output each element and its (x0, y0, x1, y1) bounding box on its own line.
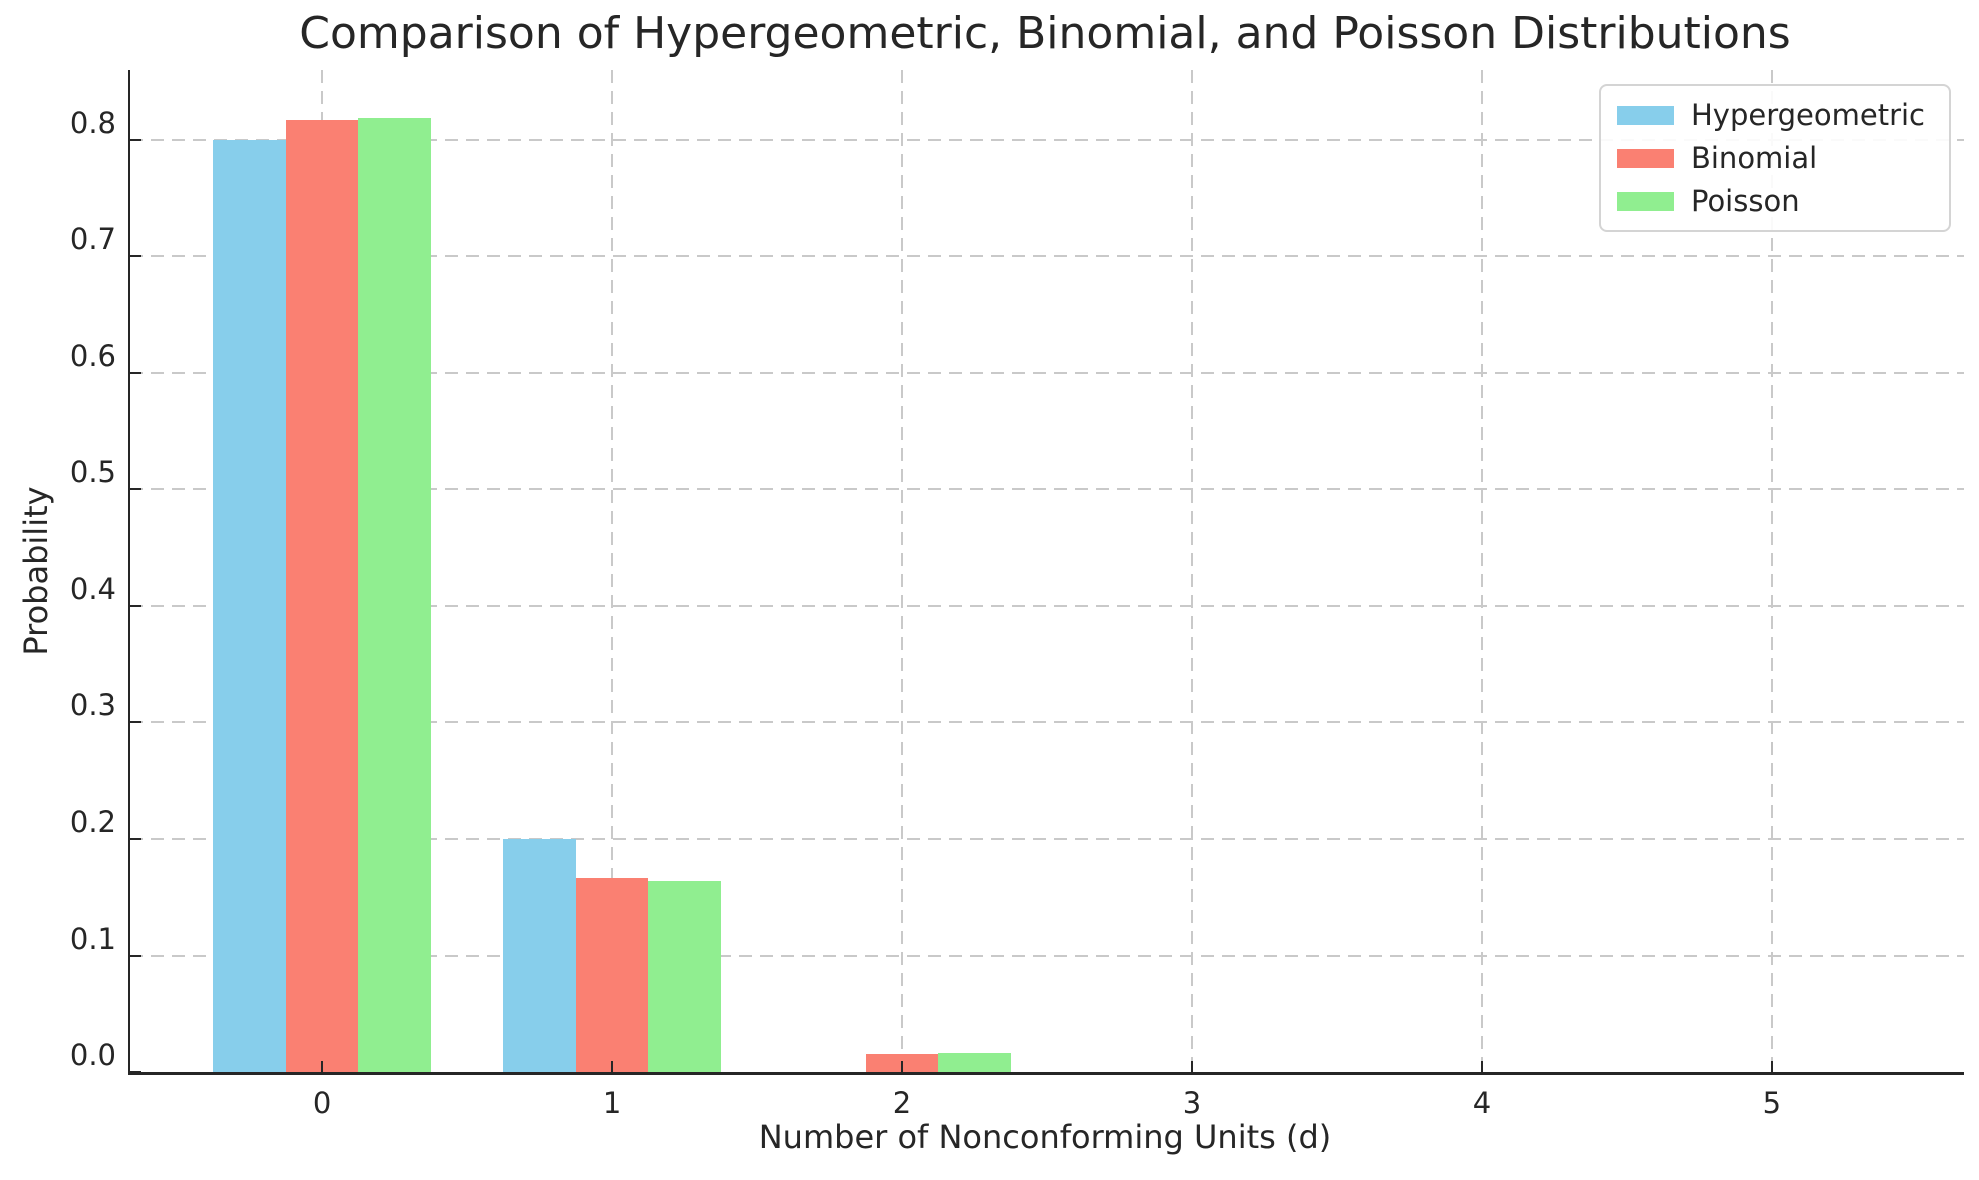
plot-area: 0 1 2 3 4 5 0.0 0.1 0.2 0.3 0.4 0.5 0.6 0.7 0.8 Hyperge… (70, 70, 1964, 1120)
x-tick-3 (1190, 1061, 1193, 1072)
x-tick-4 (1480, 1061, 1483, 1072)
v-gridline-1 (611, 70, 614, 1072)
y-tick-label-0.6: 0.6 (69, 338, 116, 373)
y-tick-0.8 (130, 138, 141, 141)
y-tick-label-0.8: 0.8 (69, 105, 116, 140)
y-tick-0.4 (130, 604, 141, 607)
x-tick-label-1: 1 (602, 1086, 622, 1120)
x-tick-label-0: 0 (312, 1086, 332, 1120)
legend-item-hypergeometric: Hypergeometric (1616, 98, 1925, 132)
x-tick-label-5: 5 (1762, 1086, 1782, 1120)
y-tick-label-0.0: 0.0 (69, 1038, 116, 1072)
legend-item-binomial: Binomial (1616, 141, 1925, 175)
h-gridline-0.7 (130, 255, 1964, 258)
x-tick-2 (901, 1061, 904, 1072)
bar-poisson-1 (648, 881, 721, 1072)
bar-hypergeometric-1 (503, 838, 576, 1072)
x-tick-0 (321, 1061, 324, 1072)
y-tick-label-0.1: 0.1 (69, 921, 116, 956)
h-gridline-0.2 (130, 837, 1964, 840)
x-tick-label-2: 2 (892, 1086, 912, 1120)
h-gridline-0.1 (130, 954, 1964, 957)
y-tick-0.6 (130, 371, 141, 374)
h-gridline-0.6 (130, 371, 1964, 374)
legend: Hypergeometric Binomial Poisson (1598, 84, 1951, 232)
legend-swatch-poisson (1616, 191, 1674, 211)
x-axis-label: Number of Nonconforming Units (d) (758, 1118, 1332, 1156)
v-gridline-4 (1480, 70, 1483, 1072)
bar-binomial-1 (575, 877, 649, 1072)
legend-label-hypergeometric: Hypergeometric (1690, 98, 1925, 132)
y-tick-0.1 (130, 954, 141, 957)
y-tick-0.2 (130, 837, 141, 840)
y-tick-0.0 (130, 1071, 141, 1073)
v-gridline-5 (1770, 70, 1773, 1072)
y-tick-0.5 (130, 488, 141, 491)
h-gridline-0.4 (130, 604, 1964, 607)
h-gridline-0.8 (130, 138, 1964, 141)
y-tick-0.3 (130, 721, 141, 724)
chart-title: Comparison of Hypergeometric, Binomial, … (299, 8, 1791, 59)
y-tick-label-0.3: 0.3 (69, 688, 116, 723)
y-tick-label-0.7: 0.7 (69, 222, 116, 257)
legend-swatch-hypergeometric (1616, 105, 1674, 125)
x-tick-1 (611, 1061, 614, 1072)
bar-poisson-0 (358, 118, 431, 1072)
h-gridline-0.5 (130, 488, 1964, 491)
h-gridline-0.3 (130, 721, 1964, 724)
y-axis-label: Probability (17, 486, 55, 656)
v-gridline-2 (901, 70, 904, 1072)
legend-swatch-binomial (1616, 148, 1674, 168)
bar-hypergeometric-0 (213, 139, 286, 1072)
bar-binomial-0 (285, 119, 359, 1072)
y-tick-label-0.2: 0.2 (69, 804, 116, 839)
y-tick-label-0.4: 0.4 (69, 571, 116, 606)
legend-label-poisson: Poisson (1690, 184, 1800, 218)
x-tick-label-3: 3 (1182, 1086, 1202, 1120)
x-tick-label-4: 4 (1472, 1086, 1492, 1120)
x-tick-5 (1770, 1061, 1773, 1072)
bar-poisson-2 (938, 1052, 1011, 1072)
v-gridline-3 (1190, 70, 1193, 1072)
legend-item-poisson: Poisson (1616, 184, 1925, 218)
y-tick-label-0.5: 0.5 (69, 455, 116, 490)
y-tick-0.7 (130, 255, 141, 258)
legend-label-binomial: Binomial (1690, 141, 1818, 175)
